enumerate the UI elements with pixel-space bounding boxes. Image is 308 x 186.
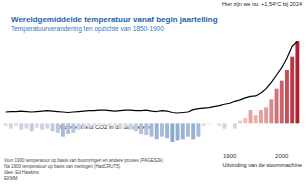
svg-text:Temperatuurverandering ten opz: Temperatuurverandering ten opzichte van … — [11, 25, 164, 33]
svg-text:Uitvinding van de stoommachine: Uitvinding van de stoommachine — [223, 162, 302, 168]
svg-text:2000: 2000 — [275, 153, 289, 159]
svg-text:1900: 1900 — [223, 153, 237, 159]
svg-text:EKMM: EKMM — [4, 176, 18, 181]
svg-text:Hier zijn we nu: +1,54°C bij 2: Hier zijn we nu: +1,54°C bij 2024 — [222, 1, 302, 7]
svg-text:Idee: Ed Hawkins: Idee: Ed Hawkins — [4, 170, 40, 175]
svg-text:Wereldgemiddelde temperatuur v: Wereldgemiddelde temperatuur vanaf begin… — [11, 15, 218, 24]
svg-text:Na 1900 temperatuur op basis v: Na 1900 temperatuur op basis van metinge… — [4, 164, 121, 169]
svg-text:Voor 1900 temperatuur op basis: Voor 1900 temperatuur op basis van boomr… — [4, 158, 164, 163]
